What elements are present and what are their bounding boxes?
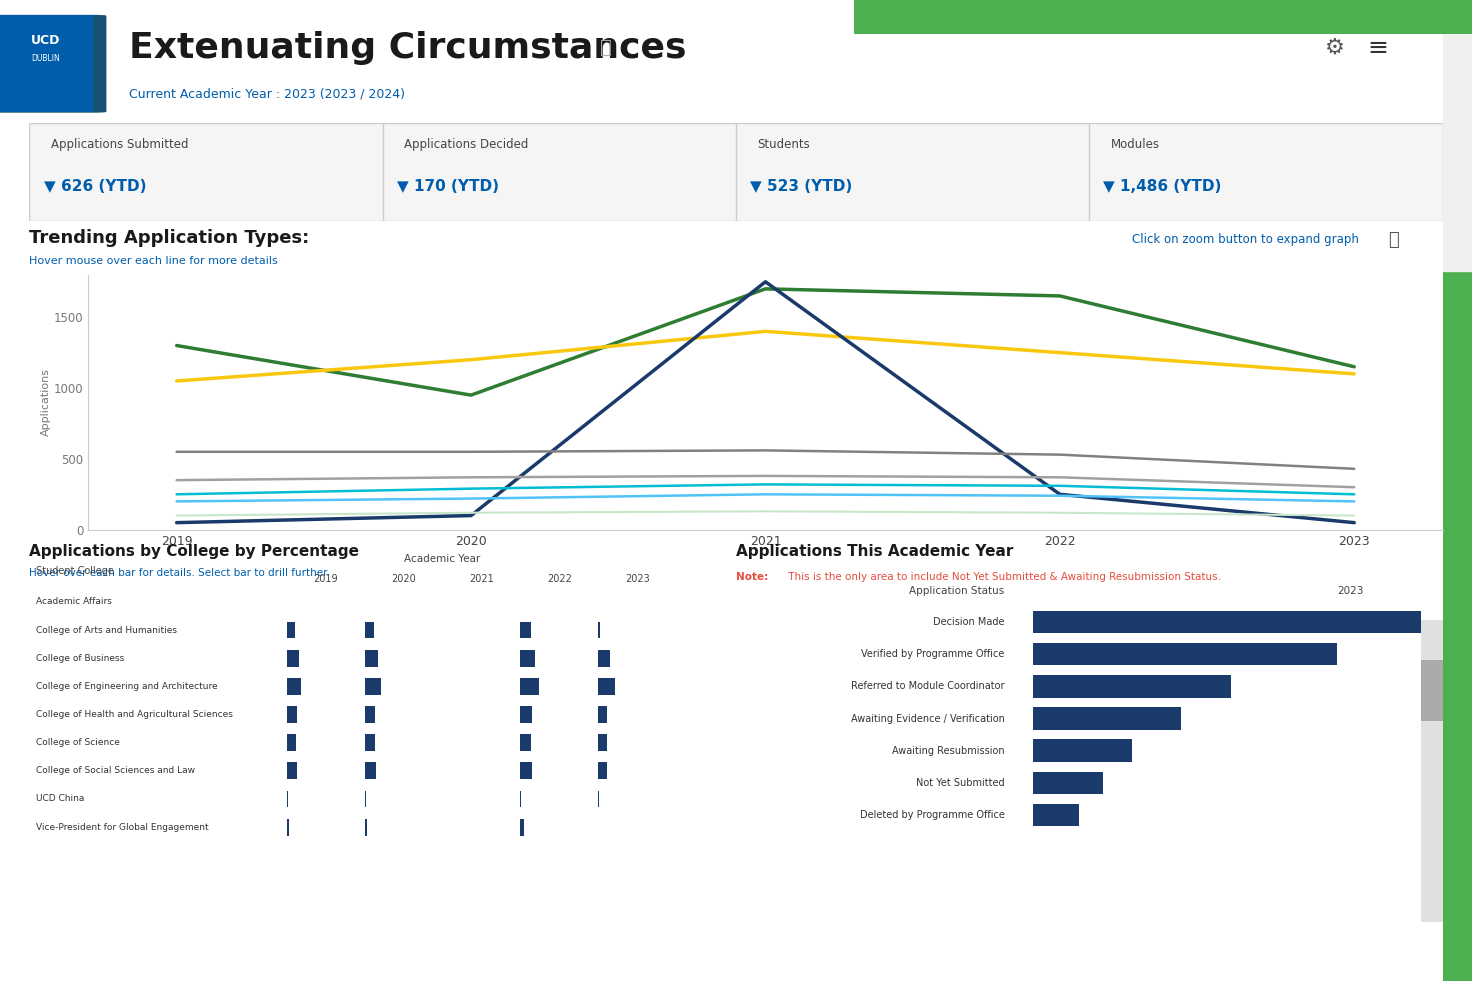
Bar — [598, 622, 601, 639]
Text: 2023: 2023 — [1338, 586, 1365, 595]
Text: This is the only area to include Not Yet Submitted & Awaiting Resubmission Statu: This is the only area to include Not Yet… — [786, 572, 1222, 582]
Text: College of Engineering and Architecture: College of Engineering and Architecture — [37, 682, 218, 691]
Bar — [287, 706, 297, 723]
Text: Vice-President for Global Engagement: Vice-President for Global Engagement — [37, 823, 209, 832]
Text: DUBLIN: DUBLIN — [31, 54, 60, 63]
Text: ⚙: ⚙ — [1325, 37, 1345, 58]
Text: College of Social Sciences and Law: College of Social Sciences and Law — [37, 766, 196, 775]
Bar — [521, 734, 531, 751]
Text: 2021: 2021 — [470, 574, 493, 584]
Bar — [598, 762, 608, 779]
Text: UCD: UCD — [31, 33, 60, 46]
Text: 2019: 2019 — [314, 574, 339, 584]
Text: Click on zoom button to expand graph: Click on zoom button to expand graph — [1132, 233, 1359, 246]
Text: Student College: Student College — [37, 566, 115, 576]
Bar — [1422, 660, 1443, 720]
Bar — [365, 762, 375, 779]
Text: College of Business: College of Business — [37, 653, 125, 663]
Text: Modules: Modules — [1110, 137, 1160, 151]
Y-axis label: Applications: Applications — [41, 368, 52, 437]
Bar — [365, 678, 381, 695]
Text: Note:: Note: — [736, 572, 768, 582]
Bar — [1033, 740, 1132, 762]
Text: Application Status: Application Status — [910, 586, 1004, 595]
Text: Current Academic Year : 2023 (2023 / 2024): Current Academic Year : 2023 (2023 / 202… — [128, 87, 405, 100]
Bar — [365, 622, 374, 639]
FancyBboxPatch shape — [0, 14, 107, 114]
Bar — [365, 649, 378, 667]
Text: Not Yet Submitted: Not Yet Submitted — [916, 778, 1004, 788]
Bar — [1033, 643, 1337, 665]
Text: Hover over each bar for details. Select bar to drill further.: Hover over each bar for details. Select … — [29, 568, 330, 578]
Bar — [365, 734, 374, 751]
Bar — [1033, 803, 1079, 826]
Text: ≡: ≡ — [1367, 35, 1388, 60]
Text: 2022: 2022 — [548, 574, 571, 584]
Text: ▼ 1,486 (YTD): ▼ 1,486 (YTD) — [1104, 179, 1222, 194]
Text: ⛶: ⛶ — [1388, 231, 1398, 248]
Text: Academic Year: Academic Year — [405, 553, 481, 564]
Bar — [521, 649, 534, 667]
Bar — [365, 706, 375, 723]
Text: ▼ 626 (YTD): ▼ 626 (YTD) — [44, 179, 146, 194]
Text: Applications This Academic Year: Applications This Academic Year — [736, 543, 1013, 558]
Bar — [287, 678, 302, 695]
Text: UCD China: UCD China — [37, 795, 84, 803]
Text: ▼ 523 (YTD): ▼ 523 (YTD) — [751, 179, 852, 194]
Bar — [287, 762, 297, 779]
Text: Awaiting Evidence / Verification: Awaiting Evidence / Verification — [851, 713, 1004, 724]
Text: ▼ 170 (YTD): ▼ 170 (YTD) — [397, 179, 499, 194]
Bar — [521, 819, 524, 836]
Text: Hover mouse over each line for more details: Hover mouse over each line for more deta… — [29, 256, 278, 266]
Bar — [598, 734, 606, 751]
Text: Applications by College by Percentage: Applications by College by Percentage — [29, 543, 359, 558]
Text: Applications Decided: Applications Decided — [403, 137, 528, 151]
Bar — [287, 734, 296, 751]
Text: Referred to Module Coordinator: Referred to Module Coordinator — [851, 682, 1004, 692]
Text: Extenuating Circumstances: Extenuating Circumstances — [128, 30, 686, 65]
Bar — [521, 762, 533, 779]
Bar — [287, 819, 289, 836]
Text: 2023: 2023 — [624, 574, 649, 584]
Bar — [1443, 34, 1472, 271]
Bar — [598, 678, 615, 695]
Bar — [1033, 772, 1104, 795]
Bar — [521, 678, 539, 695]
Bar — [598, 706, 608, 723]
Bar — [365, 819, 367, 836]
Text: College of Science: College of Science — [37, 738, 121, 748]
Bar — [521, 706, 533, 723]
Bar — [1033, 675, 1231, 697]
Text: Deleted by Programme Office: Deleted by Programme Office — [860, 810, 1004, 820]
Bar — [1033, 611, 1422, 634]
Text: Academic Affairs: Academic Affairs — [37, 597, 112, 606]
Text: College of Health and Agricultural Sciences: College of Health and Agricultural Scien… — [37, 710, 233, 719]
Text: Awaiting Resubmission: Awaiting Resubmission — [892, 746, 1004, 755]
Bar — [1422, 620, 1443, 922]
Bar — [0, 15, 93, 112]
Text: Students: Students — [757, 137, 810, 151]
Bar — [287, 622, 294, 639]
Text: ⓘ: ⓘ — [599, 38, 611, 57]
Text: Trending Application Types:: Trending Application Types: — [29, 229, 309, 247]
Bar — [287, 649, 299, 667]
Text: Applications Submitted: Applications Submitted — [50, 137, 188, 151]
Bar — [598, 649, 609, 667]
Text: Decision Made: Decision Made — [933, 617, 1004, 627]
Text: 2020: 2020 — [392, 574, 417, 584]
Text: College of Arts and Humanities: College of Arts and Humanities — [37, 626, 177, 635]
Bar — [521, 622, 531, 639]
Text: Verified by Programme Office: Verified by Programme Office — [861, 649, 1004, 659]
Bar — [1033, 707, 1181, 730]
